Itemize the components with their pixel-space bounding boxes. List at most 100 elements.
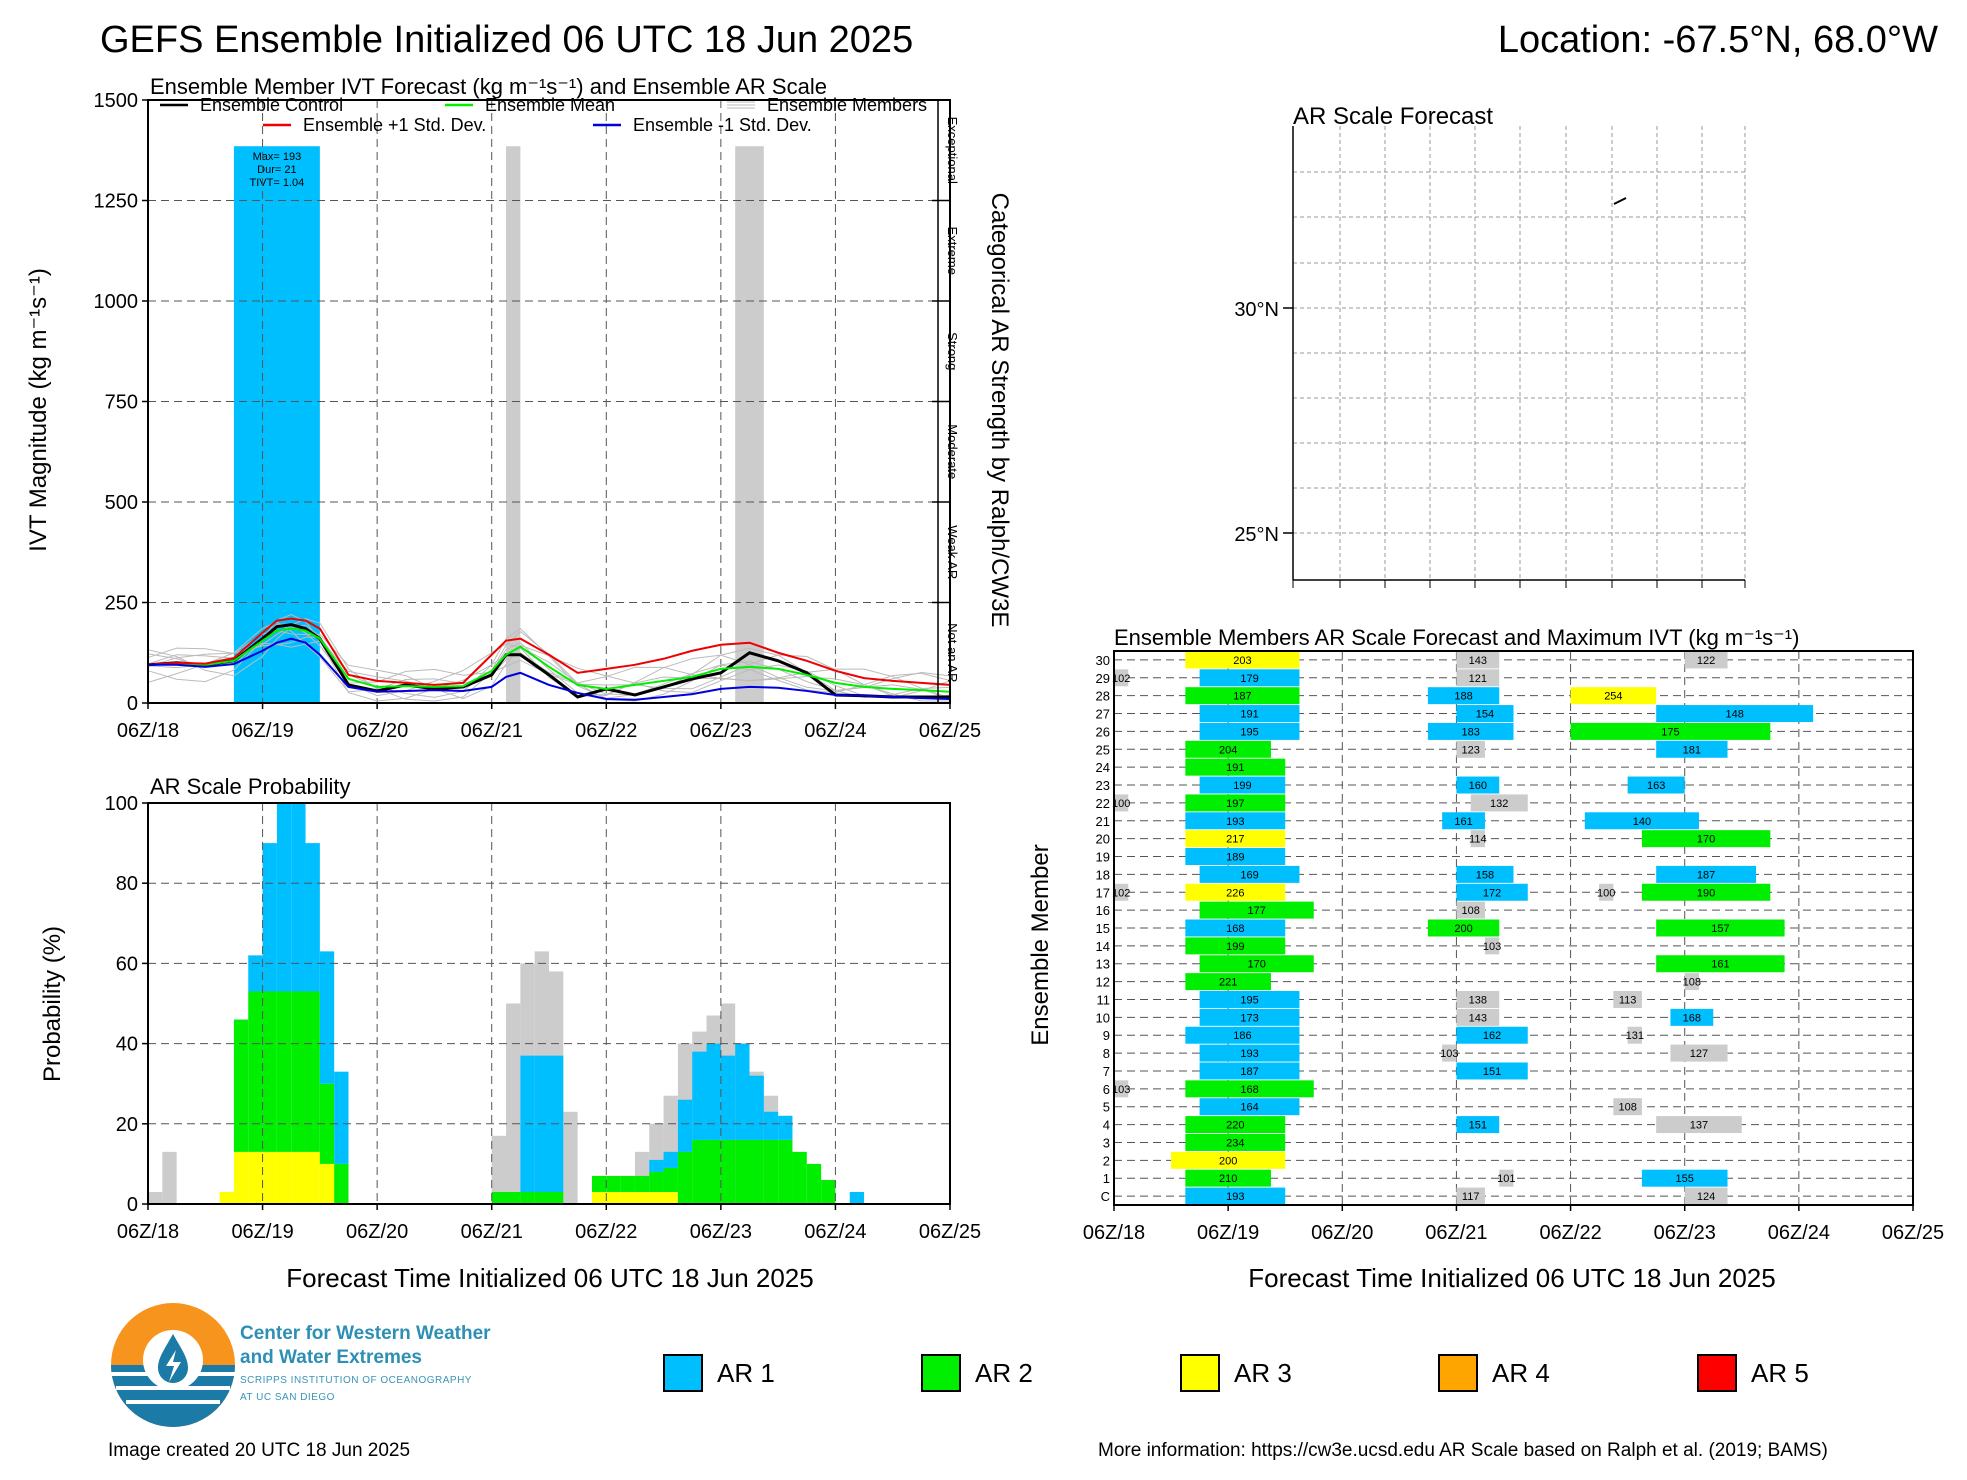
prob-bar-1-10 — [334, 1163, 349, 1204]
prob-bar-0-23 — [649, 1191, 664, 1204]
members-bar-label-68: 191 — [1240, 709, 1258, 721]
members-bar-22 — [1627, 1026, 1642, 1044]
prob-bar-2-25 — [677, 1099, 693, 1152]
prob-bar-0-9 — [319, 1163, 335, 1204]
members-row-label-1: 1 — [1103, 1171, 1110, 1186]
ivt-category-label-0: Exceptional — [945, 117, 960, 184]
ivt-title: Ensemble Member IVT Forecast (kg m⁻¹s⁻¹)… — [150, 74, 827, 99]
members-bar-label-17: 193 — [1240, 1048, 1258, 1060]
legend-ar3: AR 3 — [1180, 1352, 1292, 1394]
members-row-label-7: 7 — [1103, 1064, 1110, 1079]
ivt-legend-label-3: Ensemble +1 Std. Dev. — [303, 115, 486, 135]
legend-ar1: AR 1 — [663, 1352, 775, 1394]
members-bar-label-0: 193 — [1226, 1191, 1244, 1203]
members-bar-label-78: 143 — [1469, 655, 1487, 667]
members-row-label-12: 12 — [1096, 975, 1110, 990]
prob-xtick-label-2: 06Z/20 — [346, 1221, 408, 1243]
ivt-ytick-label-5: 1250 — [94, 191, 139, 213]
members-bar-label-25: 168 — [1683, 1012, 1701, 1024]
members-bar-label-6: 200 — [1219, 1155, 1237, 1167]
members-row-label-30: 30 — [1096, 653, 1110, 668]
members-bar-label-69: 154 — [1476, 709, 1494, 721]
legend-ar4-label: AR 4 — [1492, 1357, 1550, 1388]
members-row-label-3: 3 — [1103, 1135, 1110, 1150]
location-label: Location: -67.5°N, 68.0°W — [1498, 19, 1938, 61]
legend-ar5: AR 5 — [1697, 1352, 1809, 1394]
members-bar-14 — [1185, 1080, 1314, 1098]
prob-bar-1-32 — [778, 1139, 793, 1204]
members-bar-label-48: 189 — [1226, 852, 1244, 864]
ivt-member-line-0 — [147, 628, 951, 699]
members-bar-38 — [1199, 901, 1314, 919]
members-bar-68 — [1199, 705, 1300, 723]
prob-ytick-label-5: 100 — [105, 793, 138, 815]
members-bar-64 — [1656, 740, 1728, 758]
members-xtick-label-6: 06Z/24 — [1768, 1222, 1830, 1244]
legend-ar4: AR 4 — [1438, 1352, 1550, 1394]
members-bar-6 — [1171, 1151, 1286, 1169]
cw3e-logo — [108, 1300, 238, 1430]
ivt-ytick-label-4: 1000 — [94, 291, 139, 313]
ivt-event-bar-0 — [233, 146, 320, 704]
map-ytick-label-0: 30°N — [1234, 299, 1279, 321]
members-row-label-16: 16 — [1096, 903, 1110, 918]
members-xlabel: Forecast Time Initialized 06 UTC 18 Jun … — [1248, 1263, 1775, 1293]
prob-ytick-label-3: 60 — [116, 953, 138, 975]
legend-ar1-swatch — [663, 1354, 703, 1392]
members-bar-0 — [1185, 1187, 1286, 1205]
logo-line2: and Water Extremes — [240, 1347, 422, 1368]
members-bar-label-64: 181 — [1683, 744, 1701, 756]
members-bar-67 — [1570, 722, 1771, 740]
members-bar-47 — [1656, 865, 1757, 883]
prob-bar-0-7 — [291, 1151, 306, 1204]
prob-bar-1-21 — [620, 1175, 635, 1192]
members-row-label-6: 6 — [1103, 1082, 1110, 1097]
members-bar-label-41: 226 — [1226, 887, 1244, 899]
members-bar-label-53: 161 — [1454, 816, 1472, 828]
ivt-ytick-label-0: 0 — [127, 693, 138, 715]
members-bar-label-21: 162 — [1483, 1030, 1501, 1042]
members-bar-label-43: 100 — [1597, 887, 1615, 899]
members-bar-label-51: 170 — [1697, 834, 1715, 846]
legend-ar3-swatch — [1180, 1354, 1220, 1392]
prob-bar-1-27 — [706, 1139, 721, 1204]
members-bar-label-8: 220 — [1226, 1120, 1244, 1132]
legend-ar1-label: AR 1 — [717, 1357, 775, 1388]
members-bar-25 — [1670, 1008, 1714, 1026]
prob-bar-1-22 — [634, 1175, 650, 1192]
map-title: AR Scale Forecast — [1293, 103, 1493, 130]
prob-xtick-label-6: 06Z/24 — [804, 1221, 866, 1243]
members-row-label-29: 29 — [1096, 671, 1110, 686]
members-bar-77 — [1185, 651, 1300, 669]
members-bar-70 — [1656, 705, 1814, 723]
ivt-series-line-1 — [147, 627, 951, 693]
members-bar-label-29: 221 — [1219, 977, 1237, 989]
members-xtick-label-0: 06Z/18 — [1083, 1222, 1145, 1244]
legend-ar5-label: AR 5 — [1751, 1357, 1809, 1388]
prob-bar-1-9 — [319, 1083, 335, 1164]
members-row-label-9: 9 — [1103, 1028, 1110, 1043]
prob-bar-2-6 — [276, 803, 292, 992]
members-bar-label-32: 161 — [1711, 959, 1729, 971]
ivt-category-label-5: Not an AR — [945, 623, 960, 682]
members-bar-label-57: 132 — [1490, 798, 1508, 810]
members-title: Ensemble Members AR Scale Forecast and M… — [1114, 625, 1799, 650]
members-bar-66 — [1427, 722, 1514, 740]
members-bar-37 — [1656, 919, 1785, 937]
members-bar-16 — [1456, 1062, 1528, 1080]
members-bar-label-35: 168 — [1226, 923, 1244, 935]
ivt-event-bar-1 — [506, 146, 521, 704]
prob-bar-1-30 — [749, 1139, 764, 1204]
ivt-ylabel: IVT Magnitude (kg m⁻¹s⁻¹) — [25, 268, 52, 552]
prob-bar-0-20 — [606, 1191, 621, 1204]
prob-bar-0-4 — [248, 1151, 263, 1204]
members-bar-5 — [1641, 1169, 1728, 1187]
members-bar-label-19: 127 — [1690, 1048, 1708, 1060]
members-bar-1 — [1456, 1187, 1485, 1205]
members-bar-2 — [1684, 1187, 1728, 1205]
members-bar-label-58: 199 — [1233, 780, 1251, 792]
members-xtick-label-4: 06Z/22 — [1539, 1222, 1601, 1244]
members-bar-12 — [1613, 1098, 1642, 1116]
members-bar-label-72: 188 — [1454, 691, 1472, 703]
members-bar-46 — [1456, 865, 1514, 883]
